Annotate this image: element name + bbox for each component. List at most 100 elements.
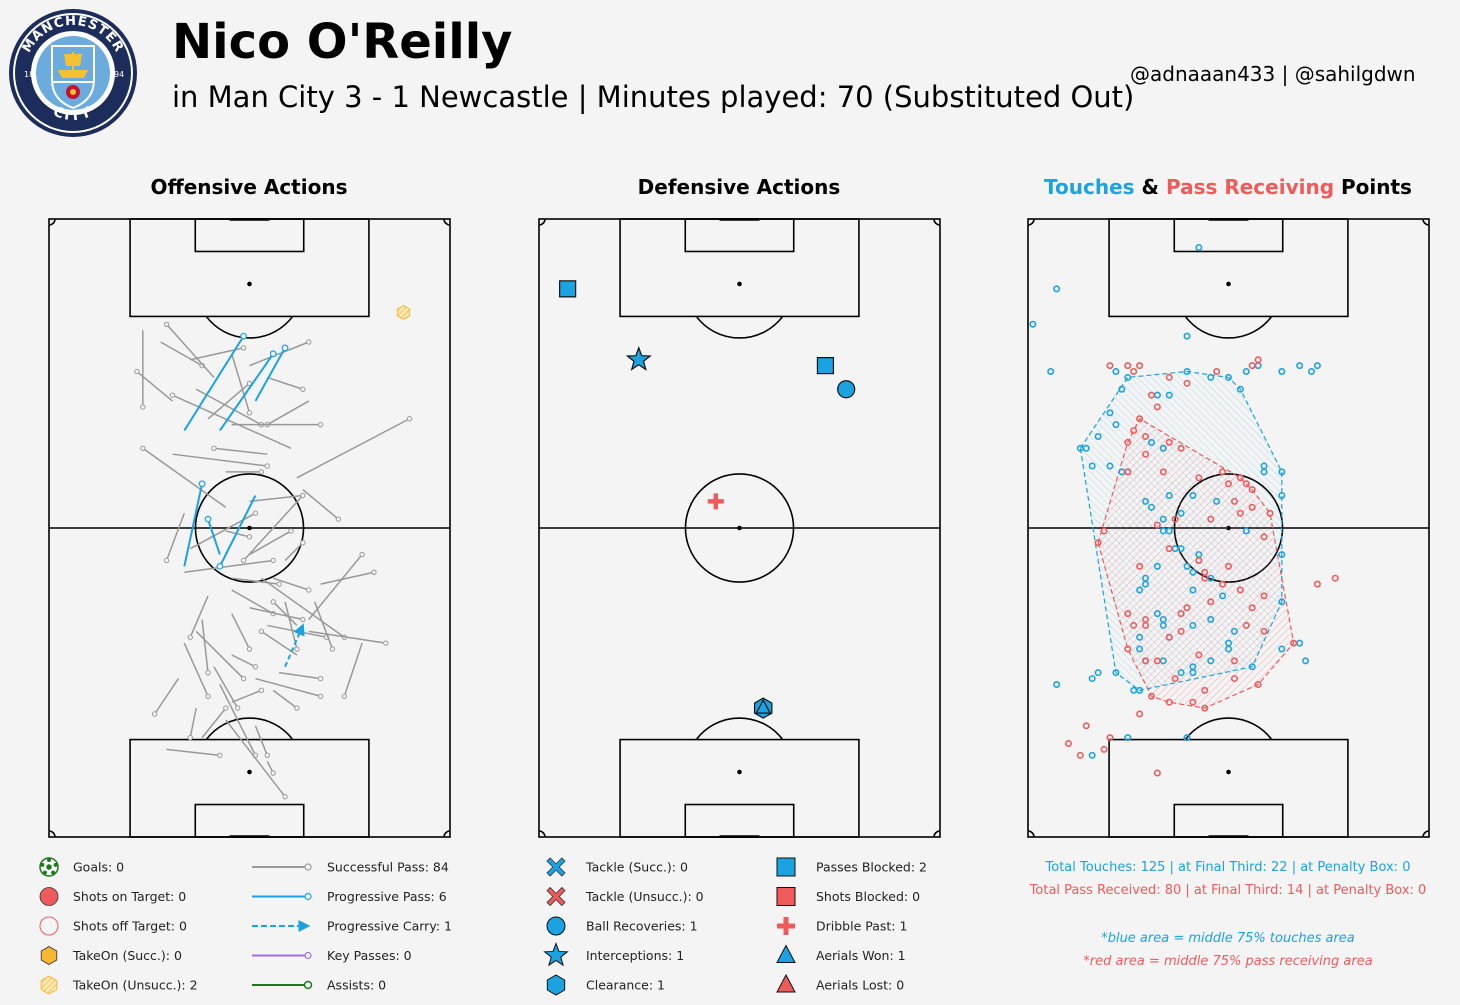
legend-label: Assists: 0 [327,978,386,993]
touch-point [1183,368,1191,376]
successful-pass-end [406,416,413,422]
successful-pass-line [142,447,227,508]
successful-pass-line [249,530,292,556]
penalty-arc-bottom [1184,717,1273,741]
pass-receive-point [1219,580,1227,588]
successful-pass-end [140,404,146,410]
successful-pass-end [217,752,223,759]
successful-pass-end [258,687,265,694]
crest-year-left: 18 [24,70,34,79]
successful-pass-line [136,370,173,402]
successful-pass-end [264,463,270,469]
pass-receive-point [1201,574,1209,582]
legend-label: Tackle (Unsucc.): 0 [585,889,704,904]
successful-pass-line [231,654,256,668]
player-name: Nico O'Reilly [172,14,513,70]
touch-point [1278,551,1286,559]
pass-receive-point [1165,438,1173,446]
progressive-pass-end [216,562,224,570]
successful-pass-line [249,341,310,367]
successful-pass-line [272,689,298,709]
pass-receive-point [1100,527,1108,535]
touch-point [1225,645,1233,653]
pass-receive-point [1064,740,1072,748]
pass-receive-point [1147,692,1155,700]
pass-receive-point [1242,621,1250,629]
legend-item-pass-prog: Progressive Pass: 6 [252,889,447,904]
successful-pass-end [300,540,306,546]
legend-label: Goals: 0 [73,860,124,875]
successful-pass-line [201,707,227,739]
touch-point [1124,373,1132,381]
successful-pass-end [140,445,146,451]
successful-pass-end [252,510,259,516]
pass-receive-point [1130,427,1138,435]
six-yard-box-top [194,218,305,253]
touch-point [1207,616,1215,624]
corner-arc [1027,830,1035,838]
penalty-arc-top [205,315,294,339]
legend-label: Successful Pass: 84 [327,860,449,875]
pass-receive-point [1165,698,1173,706]
legend-item-aerial-lost: Aerials Lost: 0 [776,973,904,993]
successful-pass-line [296,418,410,479]
touch-point [1112,368,1120,376]
touch-point [1153,610,1161,618]
corner-arc [48,218,56,226]
legend-label: Shots Blocked: 0 [816,889,920,904]
legend-label: Shots off Target: 0 [73,919,187,934]
corner-arc [1027,218,1035,226]
progressive-pass-line [218,495,257,567]
successful-pass-end [270,599,276,605]
club-crest: MANCHESTER CITY 18 94 [9,9,137,137]
touch-point [1189,568,1197,576]
successful-pass-end [300,386,306,392]
legend-label: Shots on Target: 0 [73,889,186,904]
pass-receive-point [1100,745,1108,753]
pass-receive-point [1230,657,1238,665]
legend-label: Ball Recoveries: 1 [586,919,698,934]
touch-point [1112,421,1120,429]
pass-receive-point [1201,704,1209,712]
pass-receive-point [1136,415,1144,423]
successful-pass-line [320,571,375,585]
corner-arc [1422,830,1430,838]
pass-receive-point [1171,515,1179,523]
pass-receive-point [1142,621,1150,629]
touch-point [1177,509,1185,517]
legend-item-tackle-succ: Tackle (Succ.): 0 [546,857,688,877]
credits: @adnaaan433 | @sahilgdwn [1130,62,1416,86]
successful-pass-end [187,734,193,741]
touch-point [1213,497,1221,505]
successful-pass-line [225,530,250,538]
six-yard-box-bottom [1173,803,1284,838]
touch-point [1094,669,1102,677]
legend-label: Interceptions: 1 [586,948,684,963]
penalty-box-top [619,218,860,318]
successful-pass-end [300,492,306,499]
pass-blocked-marker [559,280,577,298]
touch-point [1183,562,1191,570]
legend-item-shot-on: Shots on Target: 0 [39,887,186,906]
six-yard-box-bottom [684,803,795,838]
touch-point [1189,621,1197,629]
touches-title-receiving: Pass Receiving [1165,175,1335,199]
penalty-spot-bottom [1226,769,1231,775]
successful-pass-end [383,640,389,646]
successful-pass-end [306,587,312,593]
progressive-pass-end [204,515,212,523]
successful-pass-end [270,770,276,776]
successful-pass-end [288,528,294,534]
touch-point [1088,462,1096,470]
touch-point [1278,468,1286,476]
successful-pass-end [306,339,312,345]
successful-pass-line [254,725,268,756]
successful-pass-line [266,400,310,426]
pass-receive-point [1082,722,1090,730]
touch-point [1189,669,1197,677]
pass-receive-point [1165,545,1173,553]
legend-label: Progressive Carry: 1 [327,919,452,934]
pass-receive-point [1171,675,1179,683]
pass-receive-point [1219,468,1227,476]
touch-point [1124,734,1132,742]
